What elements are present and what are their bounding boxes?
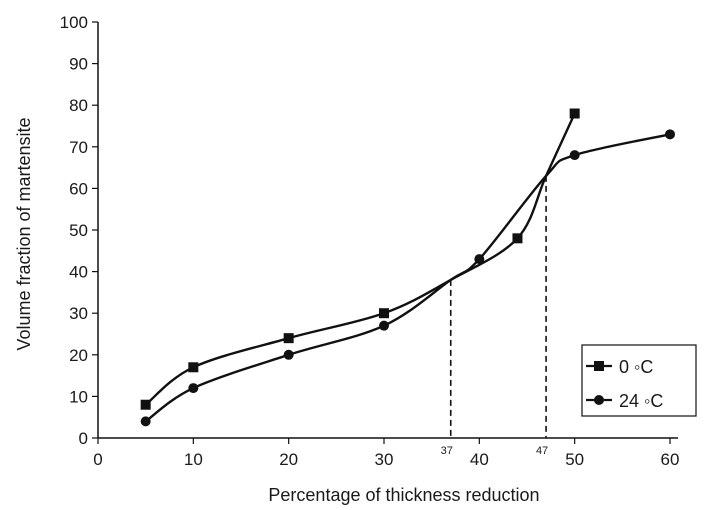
y-tick-label: 0: [79, 429, 88, 448]
x-tick-label: 30: [375, 450, 394, 469]
annotation-label: 47: [536, 445, 548, 457]
data-point-circle: [474, 254, 485, 265]
data-point-square: [283, 333, 294, 344]
plot-area: 0 10 20 30 40 50 60 70 80 90 100 0 10 20 30 40 50 60 37 4…: [60, 13, 680, 469]
y-tick-label: 50: [69, 221, 88, 240]
x-tick-label: 50: [565, 450, 584, 469]
guide-lines: [449, 175, 547, 438]
data-point-square: [140, 399, 151, 410]
y-axis-title: Volume fraction of martensite: [14, 117, 34, 350]
legend-item-0c: 0 ◦C: [586, 357, 653, 377]
y-tick-label: 80: [69, 96, 88, 115]
legend: 0 ◦C 24 ◦C: [581, 344, 697, 417]
legend-label-0c: 0 ◦C: [619, 357, 653, 377]
y-tick-label: 60: [69, 179, 88, 198]
legend-square-marker: [594, 361, 604, 371]
x-axis-title: Percentage of thickness reduction: [268, 485, 539, 505]
y-tick-label: 70: [69, 138, 88, 157]
data-point-circle: [379, 320, 389, 331]
y-tick-label: 10: [69, 387, 88, 406]
data-point-square: [569, 108, 580, 119]
y-tick-label: 90: [69, 55, 88, 74]
y-tick-label: 40: [69, 263, 88, 282]
x-tick-label: 60: [661, 450, 680, 469]
x-tick-label: 0: [93, 450, 102, 469]
series-line-24c: [144, 133, 671, 423]
x-tick-label: 40: [470, 450, 489, 469]
series-layer: [140, 108, 675, 427]
data-point-circle: [140, 416, 151, 427]
x-tick-label: 20: [279, 450, 298, 469]
y-tick-label: 30: [69, 304, 88, 323]
legend-circle-marker: [594, 395, 604, 405]
data-point-circle: [665, 129, 675, 140]
data-point-circle: [283, 349, 294, 360]
data-point-square: [512, 233, 523, 244]
series-line-0c: [144, 113, 576, 406]
annotation-label: 37: [441, 445, 453, 457]
data-point-square: [188, 362, 199, 373]
data-point-square: [379, 308, 389, 319]
legend-item-24c: 24 ◦C: [586, 391, 663, 411]
x-tick-label: 10: [184, 450, 203, 469]
annotation-layer: 37 47: [441, 445, 549, 457]
y-ticks: 0 10 20 30 40 50 60 70 80 90 100: [60, 13, 98, 448]
data-point-circle: [188, 383, 199, 394]
y-tick-label: 20: [69, 346, 88, 365]
y-tick-label: 100: [60, 13, 88, 32]
data-point-circle: [569, 150, 580, 161]
legend-label-24c: 24 ◦C: [619, 391, 663, 411]
x-ticks: 0 10 20 30 40 50 60: [93, 438, 679, 469]
